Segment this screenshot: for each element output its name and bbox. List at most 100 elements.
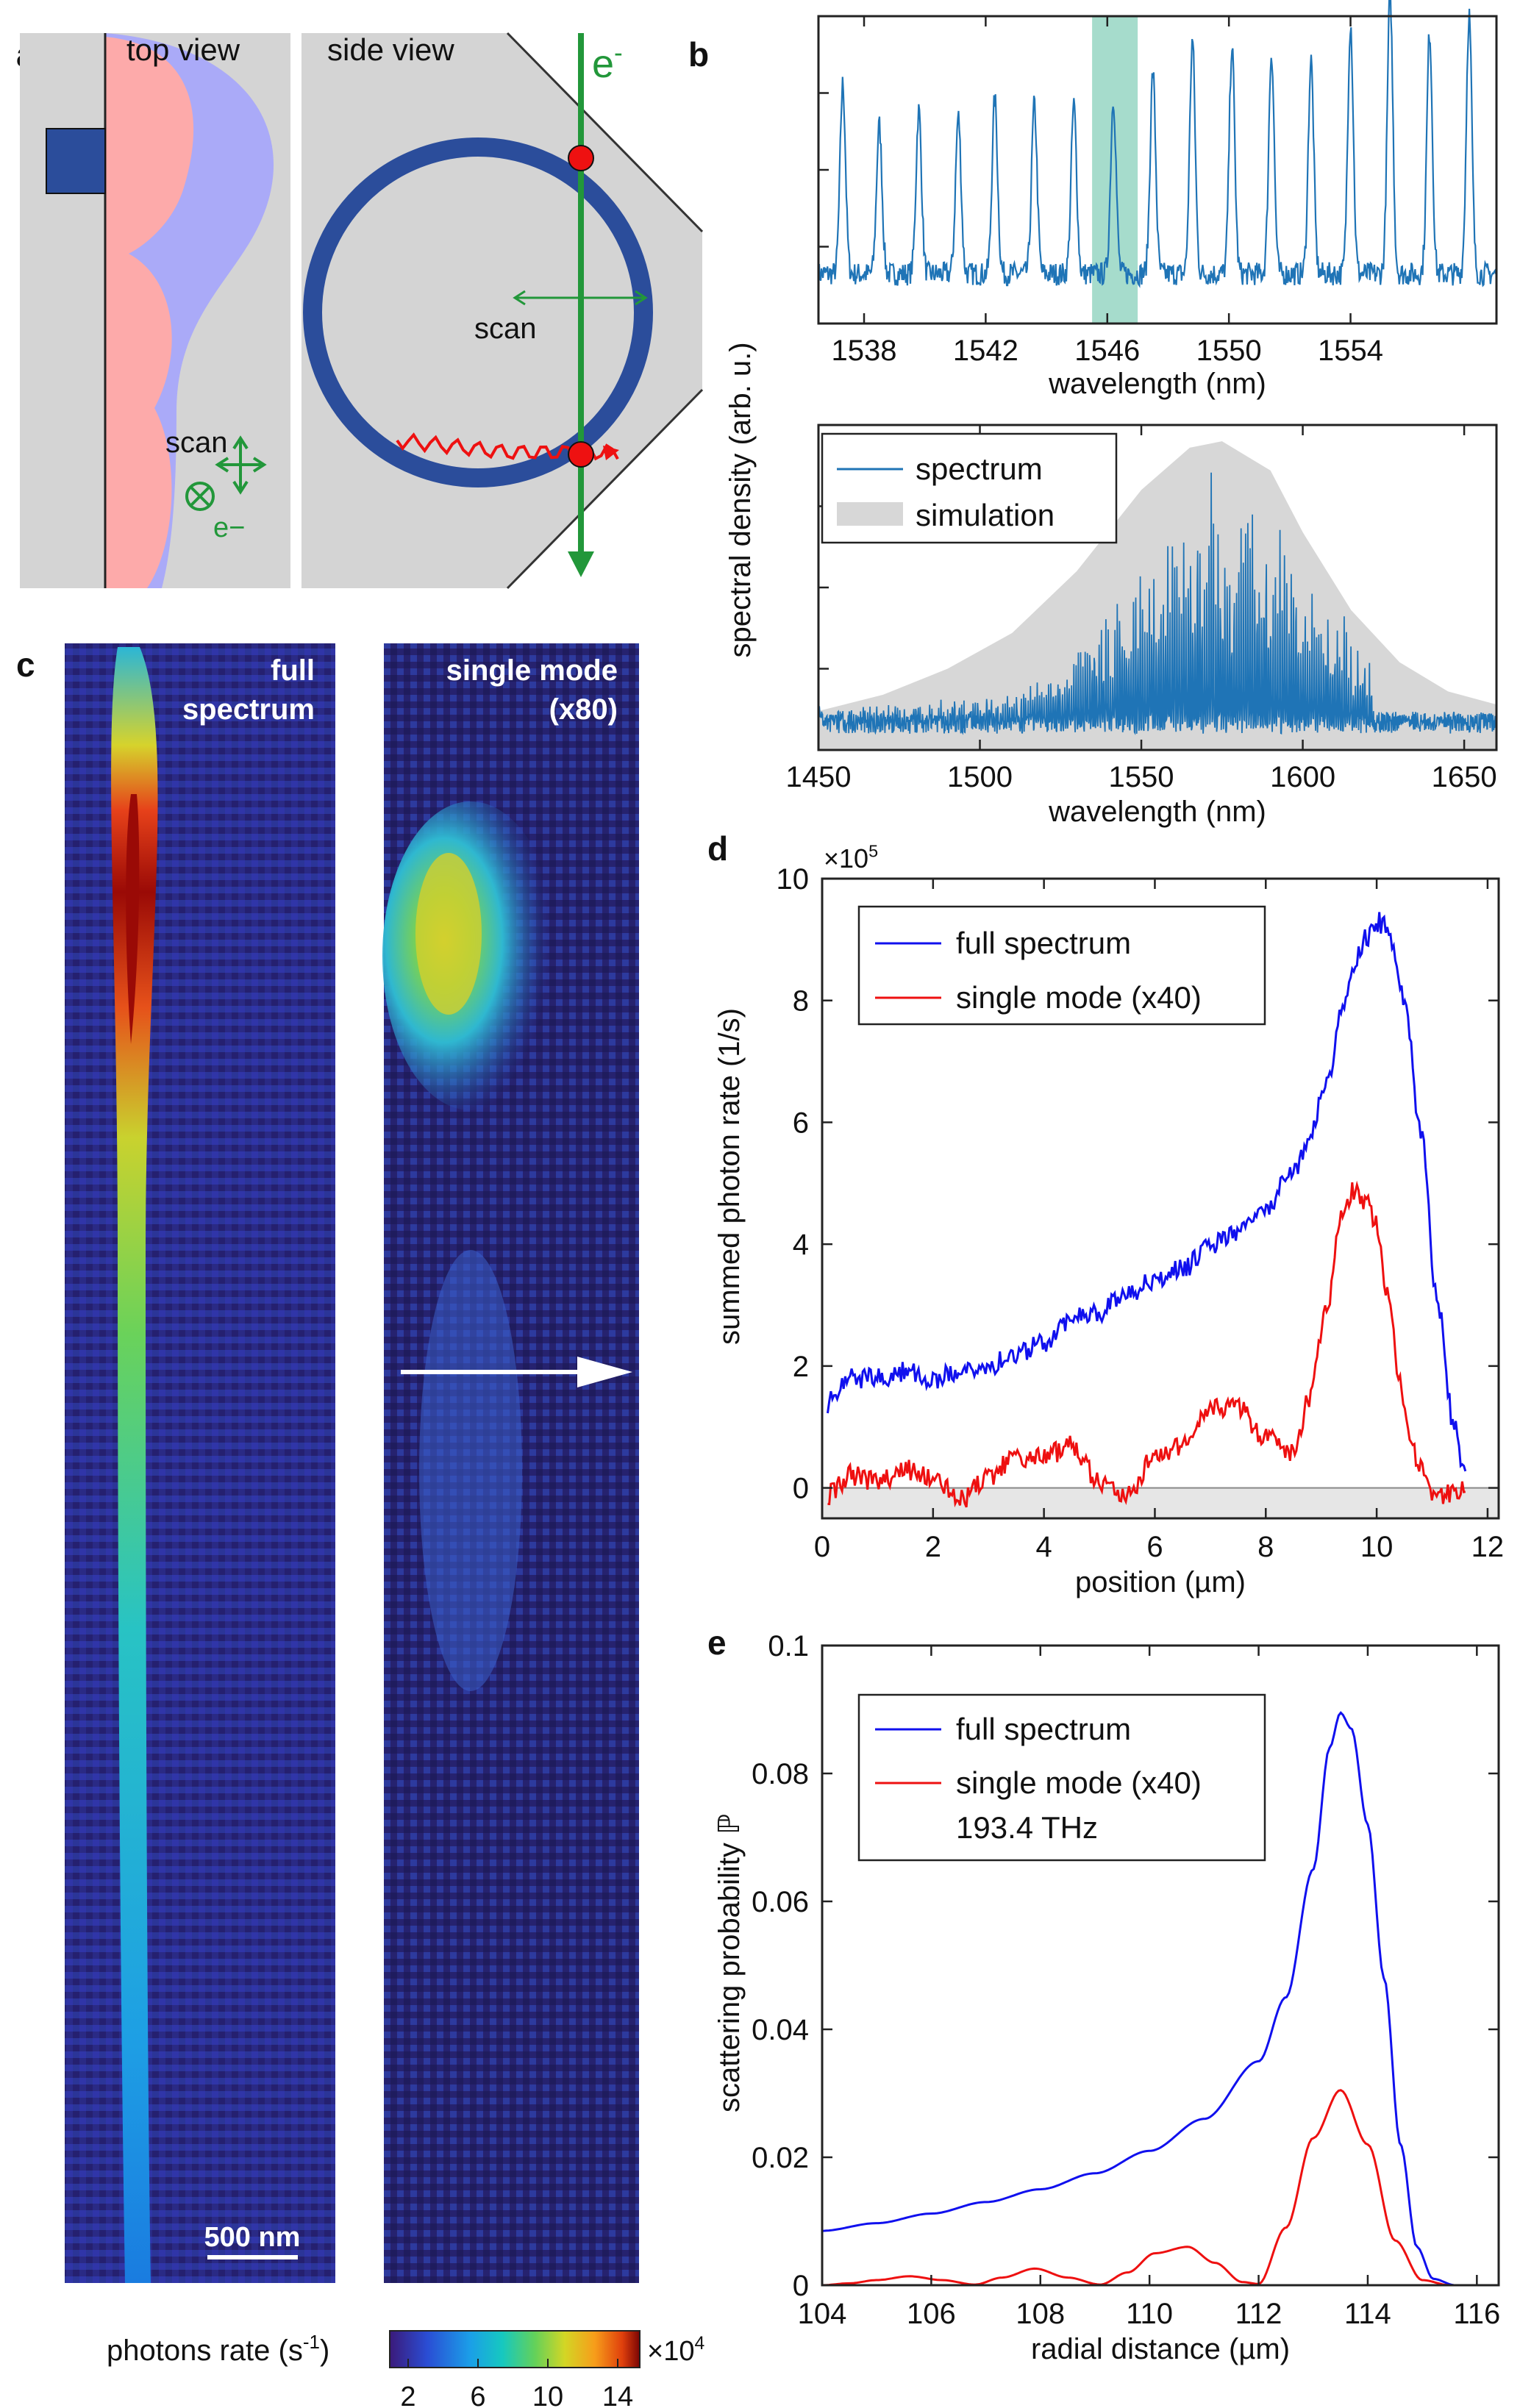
x-tick-label: 104 <box>798 2298 847 2330</box>
panel-label-d: d <box>707 829 728 868</box>
zoom-line-top <box>506 32 704 233</box>
panel-label-b: b <box>688 35 709 74</box>
colorbar-tick-label: 2 <box>400 2382 415 2408</box>
colorbar <box>389 2330 641 2368</box>
legend-swatch-simulation <box>837 502 903 526</box>
electron-label-side: e- <box>592 38 623 86</box>
x-tick-label: 10 <box>1360 1531 1394 1563</box>
axes-frame <box>821 877 1500 1520</box>
mode-emission-core <box>415 853 482 1015</box>
legend-label-full: full spectrum <box>956 926 1131 960</box>
x-tick-label: 1538 <box>832 335 897 367</box>
x-tick-label: 108 <box>1016 2298 1065 2330</box>
y-axis-label: summed photon rate (1/s) <box>713 1008 746 1345</box>
colorbar-tick-label: 14 <box>602 2382 633 2408</box>
top-view-label: top view <box>126 32 240 67</box>
x-tick-label: 1550 <box>1196 335 1262 367</box>
electron-label-top: e− <box>213 512 245 543</box>
title-single-mode-2: (x80) <box>549 693 618 726</box>
legend-label-frequency: 193.4 THz <box>956 1810 1098 1845</box>
legend-label-spectrum: spectrum <box>916 451 1043 486</box>
y-tick-label: 2 <box>793 1351 809 1383</box>
x-tick-label: 1650 <box>1432 761 1497 793</box>
scalebar-label: 500 nm <box>204 2222 301 2253</box>
colorbar-label: photons rate (s-1) <box>107 2331 329 2367</box>
x-tick-label: 116 <box>1453 2298 1500 2330</box>
y-multiplier: ×105 <box>824 842 878 873</box>
mode-emission-tail <box>419 1250 522 1691</box>
spectrum-line <box>817 0 1498 288</box>
legend-box-d <box>857 905 1266 1026</box>
y-tick-label: 8 <box>793 985 809 1018</box>
y-tick-label: 0.02 <box>752 2142 809 2174</box>
image-full-spectrum <box>65 643 335 2283</box>
x-axis-label-b-top: wavelength (nm) <box>1048 368 1266 400</box>
y-tick-label: 0 <box>793 1473 809 1505</box>
simulation-area <box>818 441 1496 750</box>
x-tick-label: 110 <box>1126 2298 1173 2330</box>
zoom-line-bottom <box>506 388 704 590</box>
scan-label-top: scan <box>165 426 228 459</box>
x-tick-label: 1550 <box>1109 761 1174 793</box>
x-tick-label: 1546 <box>1074 335 1140 367</box>
y-tick-label: 0.08 <box>752 1758 809 1790</box>
y-tick-label: 0.06 <box>752 1886 809 1918</box>
x-axis-label: position (µm) <box>1075 1566 1246 1598</box>
x-axis-label-b-bottom: wavelength (nm) <box>1048 796 1266 828</box>
chart-d: 0 2 4 6 8 10 12 0 2 4 6 8 10 position (µm) ×105 summed … <box>713 842 1504 1598</box>
series-line-single-mode <box>821 2089 1499 2287</box>
emission-peak-core <box>126 794 140 1044</box>
into-page-cross <box>190 486 210 507</box>
waveguide-cross-section <box>46 128 106 194</box>
panel-b-ylabel: spectral density (arb. u.) <box>724 342 757 657</box>
emission-arrowhead <box>603 446 619 460</box>
y-tick-label: 0.1 <box>768 1630 809 1662</box>
panel-label-e: e <box>707 1623 727 1662</box>
series-line-full-spectrum <box>827 912 1467 1472</box>
scan-arrow-heads-side <box>513 290 648 306</box>
x-tick-label: 8 <box>1257 1531 1274 1563</box>
colorbar-tick-label: 10 <box>532 2382 563 2408</box>
beam-crossing-bottom <box>568 441 594 468</box>
x-tick-label: 1600 <box>1270 761 1335 793</box>
electron-beam-arrowhead <box>568 551 594 577</box>
side-view-label: side view <box>327 32 454 67</box>
scan-arrows-top <box>185 435 267 511</box>
emission-stripe <box>111 647 158 2283</box>
x-tick-label: 1542 <box>953 335 1018 367</box>
optical-mode-profile <box>105 37 194 588</box>
scan-arrow-heads <box>215 435 267 495</box>
x-tick-label: 112 <box>1235 2298 1282 2330</box>
x-axis-label: radial distance (µm) <box>1031 2333 1290 2365</box>
x-tick-label: 106 <box>907 2298 956 2330</box>
y-tick-label: 4 <box>793 1229 809 1261</box>
series-line-full-spectrum <box>821 1711 1499 2287</box>
y-tick-label: 0 <box>793 2270 809 2302</box>
x-tick-label: 2 <box>925 1531 941 1563</box>
y-tick-label: 6 <box>793 1107 809 1139</box>
chart-b-top: 1538 1542 1546 1550 1554 wavelength (nm) <box>817 0 1498 400</box>
y-tick-label: 0.04 <box>752 2014 809 2046</box>
x-tick-label: 1450 <box>786 761 852 793</box>
chart-b-bottom: 1450 1500 1550 1600 1650 wavelength (nm) spect… <box>786 424 1498 828</box>
x-tick-label: 12 <box>1471 1531 1505 1563</box>
title-full-spectrum-2: spectrum <box>182 693 315 726</box>
scan-direction-arrowhead <box>577 1357 632 1387</box>
y-tick-label: 10 <box>777 863 810 896</box>
microring-resonator <box>303 137 653 487</box>
spectrum-line <box>818 472 1497 736</box>
axes-b-top <box>817 15 1498 325</box>
x-tick-label: 6 <box>1146 1531 1163 1563</box>
colorbar-multiplier: ×104 <box>647 2334 704 2367</box>
legend-box-e <box>857 1693 1266 1862</box>
x-tick-label: 1500 <box>947 761 1013 793</box>
into-page-symbol <box>185 482 215 511</box>
legend-label-single: single mode (x40) <box>956 980 1202 1015</box>
chart-e: 104 106 108 110 112 114 116 0 0.02 0.04 0.06 0.08 0.… <box>713 1630 1500 2365</box>
legend-label-single: single mode (x40) <box>956 1765 1202 1800</box>
title-single-mode-1: single mode <box>446 654 618 687</box>
x-tick-label: 114 <box>1344 2298 1391 2330</box>
scan-label-side: scan <box>474 312 537 345</box>
series-line-single-mode <box>827 1180 1466 1508</box>
